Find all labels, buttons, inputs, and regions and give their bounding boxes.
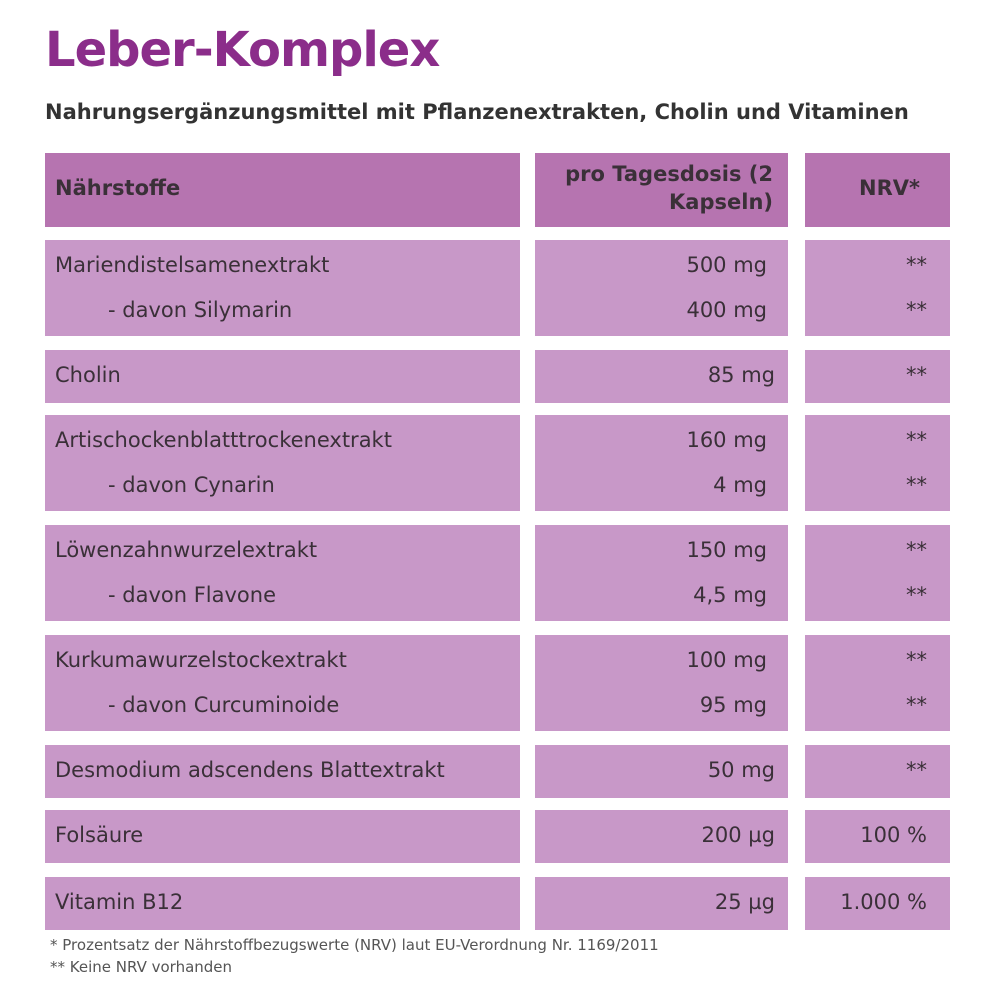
nutrient: - davon Curcuminoide (108, 693, 340, 717)
nrv: ** (906, 758, 927, 782)
nutrient: Artischockenblatttrockenextrakt (55, 428, 392, 452)
header-cell (535, 153, 788, 227)
nutrient: Vitamin B12 (55, 890, 184, 914)
nutrient: Löwenzahnwurzelextrakt (55, 538, 318, 562)
amount: 50 mg (707, 758, 775, 782)
nrv: ** (906, 648, 927, 672)
body-cell (535, 877, 788, 930)
nrv: ** (906, 298, 927, 322)
body-cell (805, 745, 950, 798)
amount: 95 mg (699, 693, 767, 717)
nrv: ** (906, 538, 927, 562)
nutrient: - davon Silymarin (108, 298, 293, 322)
amount: 160 mg (686, 428, 767, 452)
body-cell (535, 635, 788, 731)
nutrient: Folsäure (55, 823, 144, 847)
body-cell (45, 810, 520, 863)
body-cell (805, 350, 950, 403)
body-cell (535, 810, 788, 863)
nrv: ** (906, 428, 927, 452)
nutrient: - davon Flavone (108, 583, 276, 607)
nrv: ** (906, 253, 927, 277)
header-cell (805, 153, 950, 227)
subtitle: Nahrungsergänzungsmittel mit Pflanzenext… (45, 100, 909, 124)
amount: 200 µg (701, 823, 775, 847)
body-cell (535, 350, 788, 403)
header-text: pro Tagesdosis (2 Kapseln) (565, 162, 773, 214)
nrv: 1.000 % (840, 890, 927, 914)
body-cell (45, 525, 520, 621)
body-cell (535, 415, 788, 511)
body-cell (805, 635, 950, 731)
amount: 400 mg (686, 298, 767, 322)
nutrient: Kurkumawurzelstockextrakt (55, 648, 347, 672)
body-cell (45, 635, 520, 731)
body-cell (805, 877, 950, 930)
body-cell (45, 415, 520, 511)
header-cell (45, 153, 520, 227)
nutrient: Mariendistelsamenextrakt (55, 253, 330, 277)
amount: 150 mg (686, 538, 767, 562)
nutrient: - davon Cynarin (108, 473, 275, 497)
body-cell (45, 240, 520, 336)
amount: 85 mg (707, 363, 775, 387)
body-cell (45, 350, 520, 403)
nutrient: Cholin (55, 363, 121, 387)
footnote: ** Keine NRV vorhanden (50, 958, 233, 976)
nrv: ** (906, 693, 927, 717)
amount: 500 mg (686, 253, 767, 277)
body-cell (45, 745, 520, 798)
nrv: ** (906, 473, 927, 497)
nrv: ** (906, 363, 927, 387)
nrv: ** (906, 583, 927, 607)
header-text: Nährstoffe (55, 176, 181, 200)
body-cell (805, 810, 950, 863)
body-cell (805, 240, 950, 336)
body-cell (805, 525, 950, 621)
body-cell (805, 415, 950, 511)
body-cell (535, 745, 788, 798)
amount: 4,5 mg (693, 583, 767, 607)
amount: 100 mg (686, 648, 767, 672)
title: Leber-Komplex (45, 22, 440, 78)
body-cell (45, 877, 520, 930)
amount: 25 µg (714, 890, 775, 914)
amount: 4 mg (713, 473, 767, 497)
nrv: 100 % (860, 823, 927, 847)
nutrient: Desmodium adscendens Blattextrakt (55, 758, 445, 782)
body-cell (535, 240, 788, 336)
header-text: NRV* (859, 176, 920, 200)
footnote: * Prozentsatz der Nährstoffbezugswerte (… (50, 936, 659, 954)
body-cell (535, 525, 788, 621)
